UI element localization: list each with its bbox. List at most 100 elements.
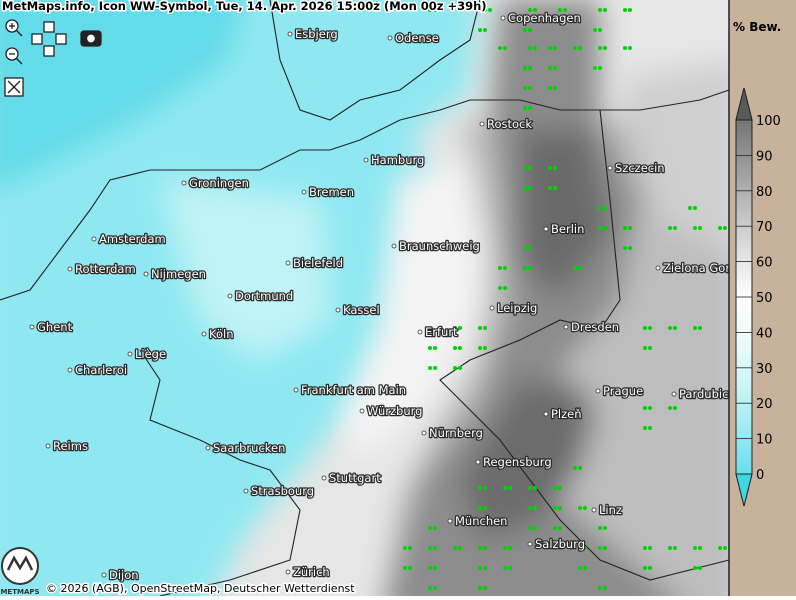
precip-dot	[528, 86, 532, 90]
precip-dot	[478, 326, 482, 330]
precip-dot	[578, 566, 582, 570]
city-dot	[500, 15, 506, 21]
city-dot	[91, 236, 97, 242]
city-dot	[67, 367, 73, 373]
precip-dot	[628, 46, 632, 50]
precip-dot	[598, 546, 602, 550]
precip-dot	[563, 8, 567, 12]
precip-dot	[573, 266, 577, 270]
precip-dot	[603, 206, 607, 210]
precip-dot	[598, 46, 602, 50]
city-label: Braunschweig	[399, 239, 480, 253]
precip-dot	[668, 326, 672, 330]
precip-dot	[548, 86, 552, 90]
precip-dot	[583, 546, 587, 550]
precip-dot	[723, 226, 727, 230]
city-label: Dortmund	[235, 289, 293, 303]
precip-dot	[523, 266, 527, 270]
precip-dot	[528, 526, 532, 530]
precip-dot	[623, 226, 627, 230]
legend-tick-label: 10	[756, 433, 773, 448]
logo-text: METMAPS	[0, 588, 39, 596]
precip-dot	[523, 106, 527, 110]
precip-dot	[453, 326, 457, 330]
city-dot	[479, 121, 485, 127]
legend-tick-label: 50	[756, 291, 773, 306]
city-dot	[101, 572, 107, 578]
city-label: Erfurt	[425, 325, 458, 339]
precip-dot	[578, 466, 582, 470]
city-label: Liège	[135, 347, 166, 361]
city-dot	[243, 488, 249, 494]
city-dot	[359, 408, 365, 414]
city-label: Rostock	[487, 117, 532, 131]
city-dot	[363, 157, 369, 163]
city-dot	[45, 443, 51, 449]
precip-dot	[528, 266, 532, 270]
precip-dot	[623, 46, 627, 50]
city-dot	[543, 226, 549, 232]
city-dot	[201, 331, 207, 337]
city-dot	[421, 430, 427, 436]
city-label: Saarbrucken	[213, 441, 285, 455]
precip-dot	[693, 566, 697, 570]
zoom-out[interactable]	[5, 47, 23, 65]
precip-dot	[698, 226, 702, 230]
city-label: Hamburg	[371, 153, 424, 167]
city-label: Kassel	[343, 303, 380, 317]
precip-dot	[528, 186, 532, 190]
precip-dot	[648, 566, 652, 570]
legend-tick-label: 20	[756, 397, 773, 412]
snapshot[interactable]	[80, 30, 102, 47]
precip-dot	[648, 426, 652, 430]
zoom-in[interactable]	[5, 19, 23, 37]
city-dot	[447, 518, 453, 524]
precip-dot	[718, 226, 722, 230]
precip-dot	[553, 546, 557, 550]
precip-dot	[668, 546, 672, 550]
precip-dot	[453, 366, 457, 370]
precip-dot	[528, 28, 532, 32]
precip-dot	[478, 566, 482, 570]
precip-dot	[523, 86, 527, 90]
precip-dot	[533, 486, 537, 490]
precip-dot	[503, 46, 507, 50]
precip-dot	[648, 346, 652, 350]
map-controls	[4, 19, 102, 97]
precip-dot	[528, 166, 532, 170]
precip-dot	[623, 8, 627, 12]
precip-dot	[698, 326, 702, 330]
precip-dot	[478, 28, 482, 32]
city-label: Plzeň	[551, 407, 582, 421]
legend-tick-label: 70	[756, 220, 773, 235]
precip-dot	[603, 586, 607, 590]
precip-dot	[403, 546, 407, 550]
precip-dot	[643, 346, 647, 350]
precip-dot	[643, 426, 647, 430]
precip-dot	[603, 546, 607, 550]
precip-dot	[553, 526, 557, 530]
legend-tick-label: 0	[756, 468, 764, 483]
city-dot	[391, 243, 397, 249]
precip-dot	[483, 586, 487, 590]
precip-dot	[428, 546, 432, 550]
precip-dot	[553, 46, 557, 50]
precip-dot	[693, 546, 697, 550]
precip-dot	[603, 526, 607, 530]
pan-arrows[interactable]	[31, 21, 67, 57]
precip-dot	[498, 286, 502, 290]
city-label: Groningen	[189, 176, 249, 190]
precip-dot	[698, 566, 702, 570]
precip-dot	[548, 66, 552, 70]
precip-dot	[558, 546, 562, 550]
precip-dot	[483, 346, 487, 350]
city-label: Reims	[53, 439, 88, 453]
fullscreen[interactable]	[4, 77, 24, 97]
precip-dot	[483, 566, 487, 570]
city-label: Stuttgart	[329, 471, 381, 485]
city-dot	[285, 569, 291, 575]
precip-dot	[628, 226, 632, 230]
city-label: Prague	[603, 384, 643, 398]
legend-tick-label: 90	[756, 149, 773, 164]
